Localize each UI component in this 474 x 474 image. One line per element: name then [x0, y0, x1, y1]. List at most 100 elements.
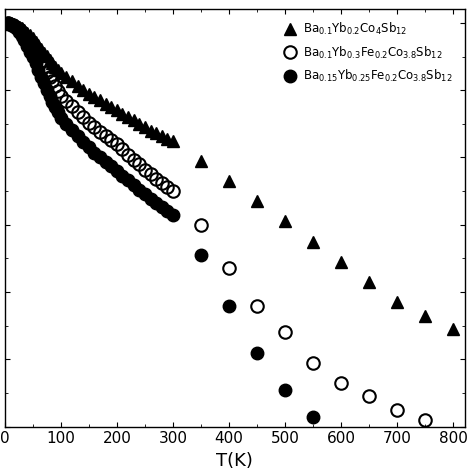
Ba$_{0.15}$Yb$_{0.25}$Fe$_{0.2}$Co$_{3.8}$Sb$_{12}$ [10, 23, 16, 29]
Ba$_{0.1}$Yb$_{0.3}$Fe$_{0.2}$Co$_{3.8}$Sb$_{12}$ [142, 167, 148, 173]
Ba$_{0.15}$Yb$_{0.25}$Fe$_{0.2}$Co$_{3.8}$Sb$_{12}$ [64, 121, 69, 127]
Ba$_{0.1}$Yb$_{0.2}$Co$_4$Sb$_{12}$ [153, 130, 159, 136]
Ba$_{0.1}$Yb$_{0.2}$Co$_4$Sb$_{12}$ [338, 259, 344, 264]
Ba$_{0.15}$Yb$_{0.25}$Fe$_{0.2}$Co$_{3.8}$Sb$_{12}$ [310, 414, 316, 419]
Ba$_{0.15}$Yb$_{0.25}$Fe$_{0.2}$Co$_{3.8}$Sb$_{12}$ [16, 29, 22, 35]
Ba$_{0.1}$Yb$_{0.3}$Fe$_{0.2}$Co$_{3.8}$Sb$_{12}$ [282, 329, 288, 335]
Ba$_{0.1}$Yb$_{0.2}$Co$_4$Sb$_{12}$ [81, 87, 86, 92]
Ba$_{0.15}$Yb$_{0.25}$Fe$_{0.2}$Co$_{3.8}$Sb$_{12}$ [109, 164, 114, 169]
Ba$_{0.1}$Yb$_{0.2}$Co$_4$Sb$_{12}$ [10, 21, 16, 27]
Ba$_{0.1}$Yb$_{0.3}$Fe$_{0.2}$Co$_{3.8}$Sb$_{12}$ [119, 146, 125, 152]
Ba$_{0.15}$Yb$_{0.25}$Fe$_{0.2}$Co$_{3.8}$Sb$_{12}$ [148, 196, 154, 202]
Ba$_{0.15}$Yb$_{0.25}$Fe$_{0.2}$Co$_{3.8}$Sb$_{12}$ [69, 127, 75, 133]
Ba$_{0.15}$Yb$_{0.25}$Fe$_{0.2}$Co$_{3.8}$Sb$_{12}$ [103, 159, 109, 165]
Ba$_{0.1}$Yb$_{0.2}$Co$_4$Sb$_{12}$ [5, 20, 10, 26]
Ba$_{0.1}$Yb$_{0.3}$Fe$_{0.2}$Co$_{3.8}$Sb$_{12}$ [226, 265, 232, 271]
Ba$_{0.15}$Yb$_{0.25}$Fe$_{0.2}$Co$_{3.8}$Sb$_{12}$ [52, 104, 58, 110]
Ba$_{0.1}$Yb$_{0.3}$Fe$_{0.2}$Co$_{3.8}$Sb$_{12}$ [109, 137, 114, 143]
Ba$_{0.1}$Yb$_{0.2}$Co$_4$Sb$_{12}$ [450, 326, 456, 332]
Ba$_{0.1}$Yb$_{0.2}$Co$_4$Sb$_{12}$ [16, 24, 22, 29]
Ba$_{0.1}$Yb$_{0.2}$Co$_4$Sb$_{12}$ [13, 22, 19, 28]
Ba$_{0.1}$Yb$_{0.2}$Co$_4$Sb$_{12}$ [422, 313, 428, 319]
Ba$_{0.15}$Yb$_{0.25}$Fe$_{0.2}$Co$_{3.8}$Sb$_{12}$ [24, 43, 30, 49]
Ba$_{0.15}$Yb$_{0.25}$Fe$_{0.2}$Co$_{3.8}$Sb$_{12}$ [5, 20, 10, 26]
Ba$_{0.1}$Yb$_{0.2}$Co$_4$Sb$_{12}$ [58, 71, 64, 76]
Ba$_{0.15}$Yb$_{0.25}$Fe$_{0.2}$Co$_{3.8}$Sb$_{12}$ [170, 212, 176, 218]
Ba$_{0.1}$Yb$_{0.3}$Fe$_{0.2}$Co$_{3.8}$Sb$_{12}$ [33, 49, 38, 55]
Line: Ba$_{0.15}$Yb$_{0.25}$Fe$_{0.2}$Co$_{3.8}$Sb$_{12}$: Ba$_{0.15}$Yb$_{0.25}$Fe$_{0.2}$Co$_{3.8… [1, 17, 431, 473]
Ba$_{0.15}$Yb$_{0.25}$Fe$_{0.2}$Co$_{3.8}$Sb$_{12}$ [55, 109, 61, 115]
Line: Ba$_{0.1}$Yb$_{0.3}$Fe$_{0.2}$Co$_{3.8}$Sb$_{12}$: Ba$_{0.1}$Yb$_{0.3}$Fe$_{0.2}$Co$_{3.8}$… [1, 17, 431, 426]
Ba$_{0.1}$Yb$_{0.3}$Fe$_{0.2}$Co$_{3.8}$Sb$_{12}$ [97, 129, 103, 135]
Ba$_{0.1}$Yb$_{0.3}$Fe$_{0.2}$Co$_{3.8}$Sb$_{12}$ [103, 133, 109, 139]
Ba$_{0.15}$Yb$_{0.25}$Fe$_{0.2}$Co$_{3.8}$Sb$_{12}$ [366, 447, 372, 453]
Ba$_{0.15}$Yb$_{0.25}$Fe$_{0.2}$Co$_{3.8}$Sb$_{12}$ [422, 464, 428, 470]
Ba$_{0.1}$Yb$_{0.2}$Co$_4$Sb$_{12}$ [142, 124, 148, 130]
Ba$_{0.1}$Yb$_{0.2}$Co$_4$Sb$_{12}$ [75, 82, 81, 88]
Ba$_{0.1}$Yb$_{0.3}$Fe$_{0.2}$Co$_{3.8}$Sb$_{12}$ [44, 69, 50, 74]
Ba$_{0.15}$Yb$_{0.25}$Fe$_{0.2}$Co$_{3.8}$Sb$_{12}$ [27, 49, 33, 55]
Ba$_{0.1}$Yb$_{0.2}$Co$_4$Sb$_{12}$ [114, 108, 120, 113]
Ba$_{0.1}$Yb$_{0.3}$Fe$_{0.2}$Co$_{3.8}$Sb$_{12}$ [159, 180, 164, 186]
Ba$_{0.1}$Yb$_{0.3}$Fe$_{0.2}$Co$_{3.8}$Sb$_{12}$ [21, 32, 27, 38]
Ba$_{0.1}$Yb$_{0.3}$Fe$_{0.2}$Co$_{3.8}$Sb$_{12}$ [81, 114, 86, 120]
Ba$_{0.15}$Yb$_{0.25}$Fe$_{0.2}$Co$_{3.8}$Sb$_{12}$ [198, 252, 204, 258]
Ba$_{0.15}$Yb$_{0.25}$Fe$_{0.2}$Co$_{3.8}$Sb$_{12}$ [119, 173, 125, 179]
Ba$_{0.1}$Yb$_{0.2}$Co$_4$Sb$_{12}$ [282, 219, 288, 224]
Ba$_{0.1}$Yb$_{0.3}$Fe$_{0.2}$Co$_{3.8}$Sb$_{12}$ [38, 59, 44, 64]
Ba$_{0.1}$Yb$_{0.3}$Fe$_{0.2}$Co$_{3.8}$Sb$_{12}$ [5, 20, 10, 26]
Ba$_{0.15}$Yb$_{0.25}$Fe$_{0.2}$Co$_{3.8}$Sb$_{12}$ [44, 87, 50, 92]
Ba$_{0.1}$Yb$_{0.2}$Co$_4$Sb$_{12}$ [97, 98, 103, 103]
Ba$_{0.15}$Yb$_{0.25}$Fe$_{0.2}$Co$_{3.8}$Sb$_{12}$ [33, 61, 38, 66]
Ba$_{0.15}$Yb$_{0.25}$Fe$_{0.2}$Co$_{3.8}$Sb$_{12}$ [131, 182, 137, 188]
Ba$_{0.15}$Yb$_{0.25}$Fe$_{0.2}$Co$_{3.8}$Sb$_{12}$ [137, 187, 142, 192]
Ba$_{0.1}$Yb$_{0.3}$Fe$_{0.2}$Co$_{3.8}$Sb$_{12}$ [86, 119, 91, 125]
Ba$_{0.1}$Yb$_{0.2}$Co$_4$Sb$_{12}$ [159, 133, 164, 139]
Ba$_{0.15}$Yb$_{0.25}$Fe$_{0.2}$Co$_{3.8}$Sb$_{12}$ [91, 150, 97, 155]
Ba$_{0.15}$Yb$_{0.25}$Fe$_{0.2}$Co$_{3.8}$Sb$_{12}$ [36, 67, 41, 73]
X-axis label: T(K): T(K) [216, 452, 253, 470]
Ba$_{0.1}$Yb$_{0.2}$Co$_4$Sb$_{12}$ [64, 74, 69, 80]
Ba$_{0.1}$Yb$_{0.3}$Fe$_{0.2}$Co$_{3.8}$Sb$_{12}$ [422, 417, 428, 423]
Ba$_{0.15}$Yb$_{0.25}$Fe$_{0.2}$Co$_{3.8}$Sb$_{12}$ [97, 155, 103, 160]
Ba$_{0.1}$Yb$_{0.2}$Co$_4$Sb$_{12}$ [27, 33, 33, 38]
Ba$_{0.15}$Yb$_{0.25}$Fe$_{0.2}$Co$_{3.8}$Sb$_{12}$ [81, 139, 86, 145]
Ba$_{0.1}$Yb$_{0.3}$Fe$_{0.2}$Co$_{3.8}$Sb$_{12}$ [75, 109, 81, 115]
Ba$_{0.1}$Yb$_{0.3}$Fe$_{0.2}$Co$_{3.8}$Sb$_{12}$ [69, 103, 75, 109]
Ba$_{0.15}$Yb$_{0.25}$Fe$_{0.2}$Co$_{3.8}$Sb$_{12}$ [38, 74, 44, 80]
Ba$_{0.1}$Yb$_{0.2}$Co$_4$Sb$_{12}$ [21, 27, 27, 33]
Ba$_{0.1}$Yb$_{0.3}$Fe$_{0.2}$Co$_{3.8}$Sb$_{12}$ [47, 74, 53, 80]
Ba$_{0.15}$Yb$_{0.25}$Fe$_{0.2}$Co$_{3.8}$Sb$_{12}$ [142, 191, 148, 197]
Ba$_{0.15}$Yb$_{0.25}$Fe$_{0.2}$Co$_{3.8}$Sb$_{12}$ [30, 55, 36, 60]
Ba$_{0.1}$Yb$_{0.2}$Co$_4$Sb$_{12}$ [69, 79, 75, 84]
Ba$_{0.15}$Yb$_{0.25}$Fe$_{0.2}$Co$_{3.8}$Sb$_{12}$ [47, 93, 53, 99]
Ba$_{0.1}$Yb$_{0.2}$Co$_4$Sb$_{12}$ [86, 91, 91, 96]
Ba$_{0.1}$Yb$_{0.3}$Fe$_{0.2}$Co$_{3.8}$Sb$_{12}$ [52, 83, 58, 89]
Ba$_{0.1}$Yb$_{0.2}$Co$_4$Sb$_{12}$ [119, 111, 125, 117]
Ba$_{0.1}$Yb$_{0.3}$Fe$_{0.2}$Co$_{3.8}$Sb$_{12}$ [153, 176, 159, 182]
Ba$_{0.1}$Yb$_{0.2}$Co$_4$Sb$_{12}$ [55, 67, 61, 73]
Ba$_{0.1}$Yb$_{0.3}$Fe$_{0.2}$Co$_{3.8}$Sb$_{12}$ [254, 303, 260, 309]
Ba$_{0.1}$Yb$_{0.3}$Fe$_{0.2}$Co$_{3.8}$Sb$_{12}$ [148, 172, 154, 177]
Ba$_{0.15}$Yb$_{0.25}$Fe$_{0.2}$Co$_{3.8}$Sb$_{12}$ [159, 204, 164, 210]
Ba$_{0.1}$Yb$_{0.2}$Co$_4$Sb$_{12}$ [47, 57, 53, 63]
Ba$_{0.15}$Yb$_{0.25}$Fe$_{0.2}$Co$_{3.8}$Sb$_{12}$ [226, 303, 232, 309]
Ba$_{0.15}$Yb$_{0.25}$Fe$_{0.2}$Co$_{3.8}$Sb$_{12}$ [41, 80, 47, 86]
Ba$_{0.15}$Yb$_{0.25}$Fe$_{0.2}$Co$_{3.8}$Sb$_{12}$ [18, 33, 24, 38]
Ba$_{0.1}$Yb$_{0.2}$Co$_4$Sb$_{12}$ [131, 118, 137, 123]
Ba$_{0.15}$Yb$_{0.25}$Fe$_{0.2}$Co$_{3.8}$Sb$_{12}$ [394, 457, 400, 463]
Ba$_{0.1}$Yb$_{0.2}$Co$_4$Sb$_{12}$ [50, 61, 55, 66]
Ba$_{0.15}$Yb$_{0.25}$Fe$_{0.2}$Co$_{3.8}$Sb$_{12}$ [254, 350, 260, 356]
Ba$_{0.15}$Yb$_{0.25}$Fe$_{0.2}$Co$_{3.8}$Sb$_{12}$ [114, 168, 120, 174]
Ba$_{0.1}$Yb$_{0.2}$Co$_4$Sb$_{12}$ [103, 101, 109, 107]
Ba$_{0.1}$Yb$_{0.3}$Fe$_{0.2}$Co$_{3.8}$Sb$_{12}$ [310, 360, 316, 365]
Ba$_{0.1}$Yb$_{0.2}$Co$_4$Sb$_{12}$ [18, 26, 24, 31]
Ba$_{0.15}$Yb$_{0.25}$Fe$_{0.2}$Co$_{3.8}$Sb$_{12}$ [282, 387, 288, 392]
Ba$_{0.1}$Yb$_{0.2}$Co$_4$Sb$_{12}$ [38, 46, 44, 52]
Ba$_{0.15}$Yb$_{0.25}$Fe$_{0.2}$Co$_{3.8}$Sb$_{12}$ [8, 21, 13, 27]
Ba$_{0.1}$Yb$_{0.3}$Fe$_{0.2}$Co$_{3.8}$Sb$_{12}$ [394, 407, 400, 413]
Ba$_{0.1}$Yb$_{0.2}$Co$_4$Sb$_{12}$ [41, 50, 47, 55]
Ba$_{0.1}$Yb$_{0.3}$Fe$_{0.2}$Co$_{3.8}$Sb$_{12}$ [338, 380, 344, 386]
Ba$_{0.15}$Yb$_{0.25}$Fe$_{0.2}$Co$_{3.8}$Sb$_{12}$ [153, 201, 159, 206]
Ba$_{0.15}$Yb$_{0.25}$Fe$_{0.2}$Co$_{3.8}$Sb$_{12}$ [13, 26, 19, 31]
